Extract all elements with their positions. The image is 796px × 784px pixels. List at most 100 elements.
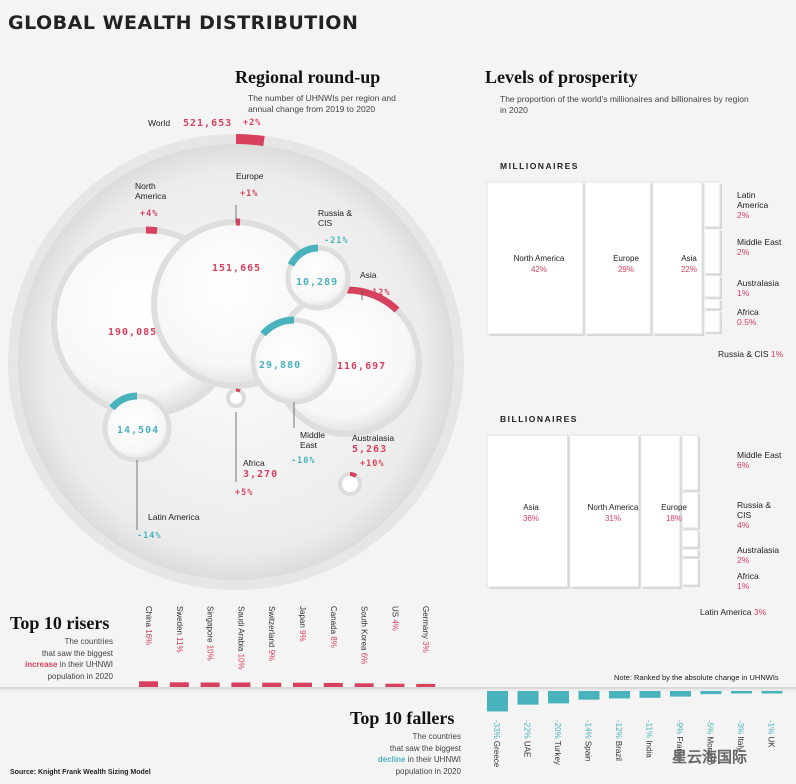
faller-bar bbox=[578, 691, 600, 700]
riser-value: 16% bbox=[144, 629, 153, 645]
faller-value: -5% bbox=[706, 720, 715, 736]
riser-bar bbox=[169, 682, 189, 687]
bil-australasia: Australasia 2% bbox=[737, 545, 780, 565]
riser-bar bbox=[231, 682, 251, 687]
australasia-label: Australasia bbox=[352, 433, 395, 443]
watermark: 星云海国际 bbox=[672, 749, 748, 766]
riser-label: Switzerland 9% bbox=[267, 606, 276, 661]
faller-bar bbox=[517, 691, 539, 705]
bubble-russia-cis-arc bbox=[287, 244, 319, 267]
bil-asia: Asia 36% bbox=[522, 503, 539, 523]
asia-change: +12% bbox=[366, 288, 391, 298]
treemap-tile-africa bbox=[681, 548, 699, 557]
treemap-tile-asia bbox=[486, 434, 569, 588]
riser-value: 3% bbox=[421, 641, 430, 653]
faller-label: -5% Monaco bbox=[706, 720, 715, 765]
treemap-tile-australasia bbox=[681, 529, 699, 548]
regional-subtitle: The number of UHNWIs per region and annu… bbox=[248, 93, 396, 114]
world-change: +2% bbox=[243, 118, 262, 128]
faller-bar bbox=[639, 691, 661, 698]
asia-value: 116,697 bbox=[337, 361, 387, 372]
faller-label: -9% France bbox=[675, 720, 684, 762]
treemap-tile-middle-east bbox=[681, 434, 699, 491]
faller-bar bbox=[731, 691, 752, 694]
faller-bar bbox=[609, 691, 630, 699]
bubble-chart bbox=[8, 134, 464, 590]
regional-heading: Regional round-up bbox=[235, 67, 381, 87]
africa-change: +5% bbox=[235, 488, 254, 498]
mil-australasia: Australasia 1% bbox=[737, 278, 780, 298]
treemap-tile-europe bbox=[640, 434, 681, 588]
faller-value: -33% bbox=[492, 720, 501, 741]
north-america-change: +4% bbox=[140, 209, 159, 219]
riser-value: 9% bbox=[298, 630, 307, 642]
billionaires-heading: BILLIONAIRES bbox=[500, 414, 578, 424]
divider-band bbox=[0, 687, 796, 689]
prosperity-subtitle: The proportion of the world's millionair… bbox=[500, 94, 749, 115]
faller-bar bbox=[548, 691, 569, 704]
risers-heading: Top 10 risers bbox=[10, 613, 110, 633]
faller-label: -3% Italy bbox=[736, 720, 745, 751]
treemap-tile-middle-east bbox=[703, 228, 721, 275]
riser-bar bbox=[354, 683, 374, 687]
bubble-middle-east-arc bbox=[260, 316, 295, 337]
riser-value: 9% bbox=[267, 650, 276, 662]
mil-africa: Africa 0.5% bbox=[737, 307, 759, 327]
faller-label: -22% UAE bbox=[523, 720, 532, 757]
treemap-tile-europe bbox=[584, 181, 652, 335]
riser-bar bbox=[262, 682, 282, 687]
fallers-heading: Top 10 fallers bbox=[350, 708, 455, 728]
middle-east-label: Middle East bbox=[300, 430, 326, 450]
faller-value: -12% bbox=[614, 720, 623, 741]
faller-value: -3% bbox=[736, 720, 745, 736]
riser-label: Singapore 10% bbox=[206, 606, 215, 661]
faller-value: -9% bbox=[675, 720, 684, 736]
europe-change: +1% bbox=[240, 189, 259, 199]
faller-label: -20% Turkey bbox=[553, 720, 562, 765]
faller-label: -12% Brazil bbox=[614, 720, 623, 761]
riser-label: US 4% bbox=[390, 606, 399, 631]
mil-europe: Europe 29% bbox=[613, 254, 639, 274]
riser-value: 11% bbox=[175, 637, 184, 652]
riser-value: 6% bbox=[360, 653, 369, 665]
faller-value: -11% bbox=[645, 720, 654, 740]
treemap-tile-australasia bbox=[703, 275, 721, 298]
bubble-africa-arc bbox=[235, 388, 241, 393]
riser-value: 4% bbox=[390, 619, 399, 631]
page-title: GLOBAL WEALTH DISTRIBUTION bbox=[8, 12, 359, 34]
australasia-change: +10% bbox=[360, 459, 385, 469]
bil-europe: Europe 18% bbox=[661, 503, 687, 523]
russia-cis-label: Russia & CIS bbox=[318, 208, 353, 228]
riser-value: 10% bbox=[206, 645, 215, 661]
bubble-australasia bbox=[338, 472, 362, 496]
risers-description: The countries that saw the biggest incre… bbox=[24, 637, 113, 681]
africa-label: Africa bbox=[243, 458, 265, 468]
bil-russia-cis: Russia & CIS 4% bbox=[737, 500, 772, 530]
bil-north-america: North America 31% bbox=[587, 503, 639, 523]
middle-east-value: 29,880 bbox=[259, 360, 302, 371]
mil-middle-east: Middle East 2% bbox=[737, 237, 782, 257]
faller-value: -22% bbox=[523, 720, 532, 741]
africa-value: 3,270 bbox=[243, 469, 279, 480]
mil-north-america: North America 42% bbox=[513, 254, 565, 274]
fallers-description: The countries that saw the biggest decli… bbox=[377, 732, 461, 776]
australasia-value: 5,263 bbox=[352, 444, 388, 455]
divider-band bbox=[0, 689, 796, 691]
north-america-label: North America bbox=[135, 181, 167, 201]
latin-america-label: Latin America bbox=[148, 512, 200, 522]
middle-east-change: -10% bbox=[291, 456, 316, 466]
asia-label: Asia bbox=[360, 270, 377, 280]
riser-bar bbox=[323, 682, 343, 687]
faller-label: -1% UK bbox=[767, 720, 776, 748]
bil-latin-america: Latin America 3% bbox=[700, 607, 767, 617]
riser-bar bbox=[139, 681, 158, 687]
bil-africa: Africa 1% bbox=[737, 571, 759, 591]
ranking-note: Note: Ranked by the absolute change in U… bbox=[614, 673, 779, 682]
latin-america-value: 14,504 bbox=[117, 425, 160, 436]
bil-middle-east: Middle East 6% bbox=[737, 450, 782, 470]
riser-label: Japan 9% bbox=[298, 606, 307, 642]
north-america-value: 190,085 bbox=[108, 327, 158, 338]
faller-label: -33% Greece bbox=[492, 720, 501, 768]
treemap-tile-russia-cis bbox=[703, 310, 721, 333]
